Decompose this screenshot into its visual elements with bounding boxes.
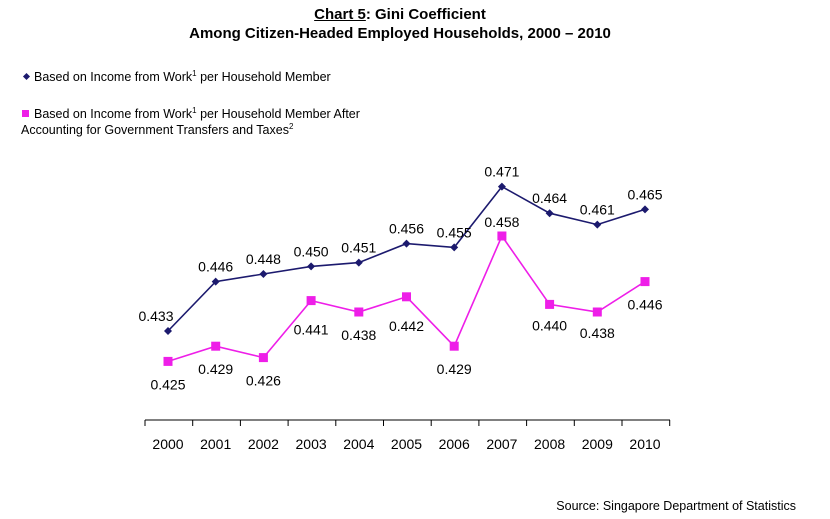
series1-data-label-2006: 0.455 <box>437 224 472 240</box>
series1-point-2000 <box>164 327 172 335</box>
square-marker-icon <box>22 110 29 118</box>
series2-data-label-2010: 0.446 <box>627 297 662 313</box>
series1-data-label-2010: 0.465 <box>627 186 662 202</box>
chart-title-block: Chart 5: Gini Coefficient Among Citizen-… <box>0 5 800 43</box>
series1-data-label-2004: 0.451 <box>341 240 376 256</box>
legend-series1-footnote: 1 <box>192 68 197 78</box>
series2-data-label-2005: 0.442 <box>389 318 424 334</box>
series1-point-2004 <box>354 258 363 267</box>
series2-point-2008 <box>545 299 555 309</box>
legend-series1-text: Based on Income from Work <box>34 70 193 84</box>
legend-series2-line2: Accounting for Government Transfers and … <box>21 123 289 137</box>
x-tick-label-2006: 2006 <box>439 436 470 452</box>
x-tick-label-2002: 2002 <box>248 436 279 452</box>
series2-data-label-2002: 0.426 <box>246 373 281 389</box>
series-line-1 <box>167 185 646 332</box>
series1-data-label-2005: 0.456 <box>389 221 424 237</box>
series2-point-2003 <box>306 296 316 306</box>
series1-data-label-2002: 0.448 <box>246 251 281 267</box>
series1-point-2010 <box>641 205 649 214</box>
legend-series2-text-after: per Household Member After <box>196 107 360 121</box>
series2-point-2004 <box>354 307 364 317</box>
series1-data-label-2001: 0.446 <box>198 259 233 275</box>
legend-series2-footnote: 1 <box>192 105 197 115</box>
legend-series2-line2-footnote: 2 <box>288 121 294 131</box>
series1-data-label-2009: 0.461 <box>580 202 615 218</box>
series2-point-2005 <box>402 292 411 302</box>
series1-point-2006 <box>450 243 459 252</box>
legend-entry-series2: Based on Income from Work1 per Household… <box>21 105 360 138</box>
series2-data-label-2008: 0.440 <box>532 317 567 333</box>
chart-subtitle: Among Citizen-Headed Employed Households… <box>189 25 611 42</box>
legend-series2-text: Based on Income from Work <box>34 107 193 121</box>
series2-data-label-2006: 0.429 <box>437 361 472 377</box>
x-tick-label-2005: 2005 <box>391 436 422 452</box>
x-tick-label-2008: 2008 <box>534 436 565 452</box>
series1-point-2001 <box>211 277 220 286</box>
series2-point-2010 <box>640 277 650 287</box>
x-tick-label-2003: 2003 <box>296 436 327 452</box>
series2-data-label-2009: 0.438 <box>580 325 615 341</box>
series1-data-label-2000: 0.433 <box>138 308 173 324</box>
series2-point-2006 <box>449 341 459 351</box>
chart-title: Chart 5: Gini Coefficient <box>0 5 800 24</box>
x-tick-label-2001: 2001 <box>200 436 231 452</box>
series1-point-2002 <box>259 270 268 278</box>
chart-title-text: : Gini Coefficient <box>365 6 486 23</box>
series1-point-2003 <box>307 262 316 271</box>
series1-data-label-2008: 0.464 <box>532 190 567 206</box>
series2-point-2000 <box>163 356 173 366</box>
series1-point-2009 <box>593 220 602 229</box>
series2-data-label-2001: 0.429 <box>198 361 233 377</box>
series2-data-label-2007: 0.458 <box>484 214 519 230</box>
series2-data-label-2004: 0.438 <box>341 327 376 343</box>
x-tick-label-2004: 2004 <box>343 436 374 452</box>
series1-point-2007 <box>497 182 506 191</box>
x-tick-label-2009: 2009 <box>582 436 613 452</box>
chart-number: Chart 5 <box>314 6 366 23</box>
x-tick-label-2000: 2000 <box>152 436 183 452</box>
legend-entry-series1: Based on Income from Work1 per Household… <box>22 69 331 85</box>
series1-point-2008 <box>545 209 554 218</box>
series1-data-label-2007: 0.471 <box>484 164 519 180</box>
series2-point-2009 <box>592 307 602 317</box>
legend-series1-text-after: per Household Member <box>196 70 331 84</box>
series2-data-label-2003: 0.441 <box>294 322 329 338</box>
series2-data-label-2000: 0.425 <box>150 376 185 392</box>
series2-point-2002 <box>258 353 268 363</box>
series1-data-label-2003: 0.450 <box>294 243 329 259</box>
source-note: Source: Singapore Department of Statisti… <box>556 499 796 513</box>
series1-point-2005 <box>402 239 411 248</box>
series2-point-2007 <box>497 231 507 241</box>
x-tick-label-2007: 2007 <box>486 436 517 452</box>
x-tick-label-2010: 2010 <box>629 436 660 452</box>
series2-point-2001 <box>211 341 221 351</box>
